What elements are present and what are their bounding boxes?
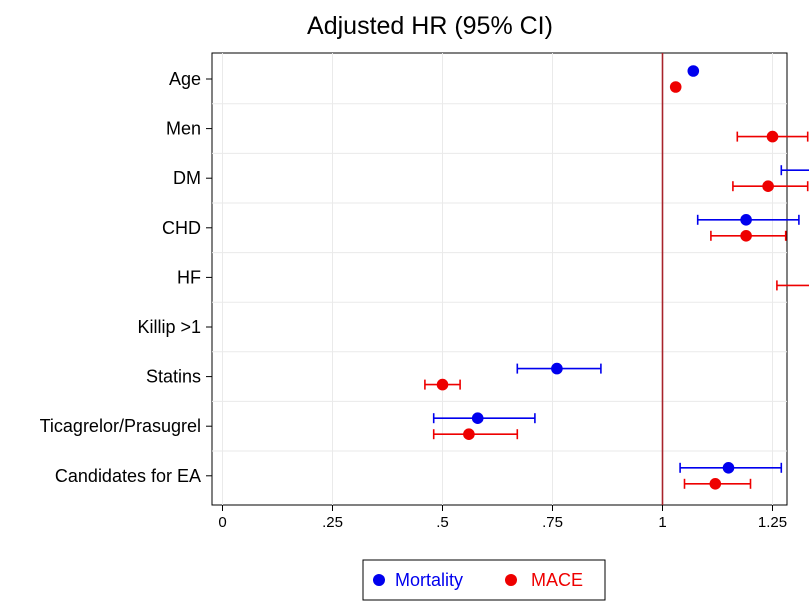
category-label: DM	[173, 168, 201, 188]
point-estimate	[709, 478, 722, 490]
category-label: CHD	[162, 218, 201, 238]
legend-label: Mortality	[395, 570, 463, 590]
x-tick-label: .75	[542, 514, 563, 531]
category-label: Statins	[146, 367, 201, 387]
point-estimate	[722, 462, 735, 474]
point-estimate	[740, 214, 752, 226]
x-tick-label: .5	[436, 514, 449, 531]
point-estimate	[436, 378, 449, 391]
legend-label: MACE	[531, 570, 583, 590]
legend-box	[362, 559, 606, 601]
point-estimate	[551, 362, 563, 375]
category-label: Men	[166, 119, 201, 139]
category-label: Candidates for EA	[55, 466, 201, 486]
chart-title: Adjusted HR (95% CI)	[307, 12, 553, 40]
plot-frame	[211, 52, 788, 506]
point-estimate	[687, 65, 700, 77]
x-tick-label: 0	[218, 514, 226, 531]
point-estimate	[471, 412, 484, 425]
legend-marker	[373, 574, 385, 586]
category-labels: Age Men DM CHD HF Killip >1 Statins Ticagrelor/…	[40, 69, 212, 486]
x-tick-label: .25	[322, 514, 343, 531]
category-label: Age	[169, 69, 201, 89]
point-estimate	[766, 130, 779, 143]
category-label: Ticagrelor/Prasugrel	[40, 416, 201, 436]
data-marks	[424, 65, 809, 490]
category-label: HF	[177, 267, 201, 287]
x-tick-label: 1	[658, 514, 666, 531]
point-estimate	[762, 180, 774, 192]
category-label: Killip >1	[137, 317, 201, 337]
legend-marker	[505, 574, 517, 586]
point-estimate	[740, 230, 752, 242]
point-estimate	[463, 428, 475, 441]
point-estimate	[669, 81, 682, 93]
x-tick-label: 1.25	[758, 514, 787, 531]
legend: Mortality MACE	[373, 570, 583, 590]
